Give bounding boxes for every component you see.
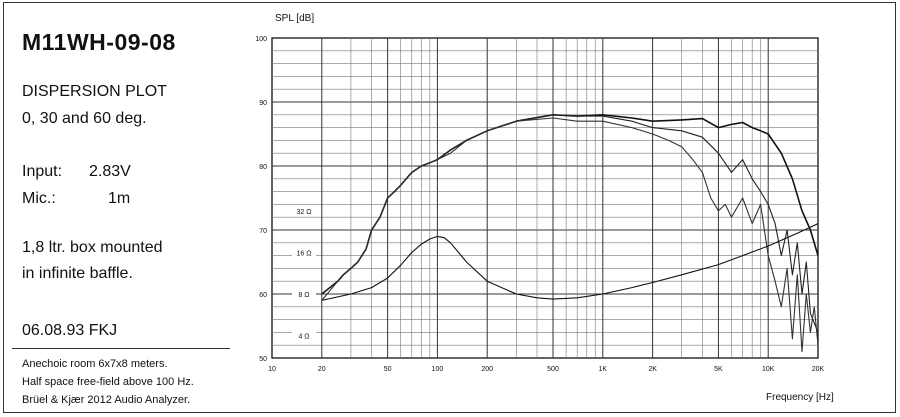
divider [12,348,230,349]
box-text-1: 1,8 ltr. box mounted [22,239,163,256]
input-value: 2.83V [89,163,131,180]
series-line-3 [321,223,819,301]
x-tick-label: 20 [318,366,326,373]
x-tick-label: 20K [812,366,825,373]
y-tick-label: 70 [259,228,267,235]
spec-panel: M11WH-09-08 DISPERSION PLOT 0, 30 and 60… [4,3,232,412]
y-axis-title: SPL [dB] [275,13,315,24]
input-label: Input: [22,163,63,180]
impedance-label: 32 Ω [297,209,312,216]
model-number: M11WH-09-08 [22,29,176,55]
x-tick-label: 10 [268,366,276,373]
mic-label: Mic.: [22,190,56,207]
y-tick-label: 80 [259,164,267,171]
x-tick-label: 5K [714,366,723,373]
x-tick-label: 100 [432,366,444,373]
series-line-2 [321,117,819,353]
impedance-label-bg [292,247,316,257]
x-axis-title: Frequency [Hz] [766,392,834,403]
note-3: Brüel & Kjær 2012 Audio Analyzer. [22,394,191,406]
date-text: 06.08.93 FKJ [22,322,118,339]
note-2: Half space free-field above 100 Hz. [22,376,194,388]
impedance-label-bg [292,330,316,340]
mic-value: 1m [108,190,131,207]
impedance-label: 8 Ω [298,292,309,299]
angles-text: 0, 30 and 60 deg. [22,110,147,127]
x-tick-label: 500 [547,366,559,373]
x-tick-label: 200 [481,366,493,373]
box-text-2: in infinite baffle. [22,265,133,282]
impedance-label-bg [292,205,316,215]
x-tick-label: 2K [648,366,657,373]
x-tick-label: 50 [384,366,392,373]
impedance-label: 4 Ω [298,334,309,341]
impedance-label: 16 Ω [297,250,312,257]
y-tick-label: 90 [259,100,267,107]
y-tick-label: 60 [259,292,267,299]
x-tick-label: 10K [762,366,775,373]
y-tick-label: 100 [255,36,267,43]
impedance-label-bg [292,289,316,298]
x-tick-label: 1K [599,366,608,373]
note-1: Anechoic room 6x7x8 meters. [22,358,168,370]
plot-title: DISPERSION PLOT [22,83,167,100]
y-tick-label: 50 [259,356,267,363]
plot-frame [271,37,819,359]
datasheet-frame: M11WH-09-08 DISPERSION PLOT 0, 30 and 60… [3,2,896,413]
series-line-1 [321,114,819,333]
